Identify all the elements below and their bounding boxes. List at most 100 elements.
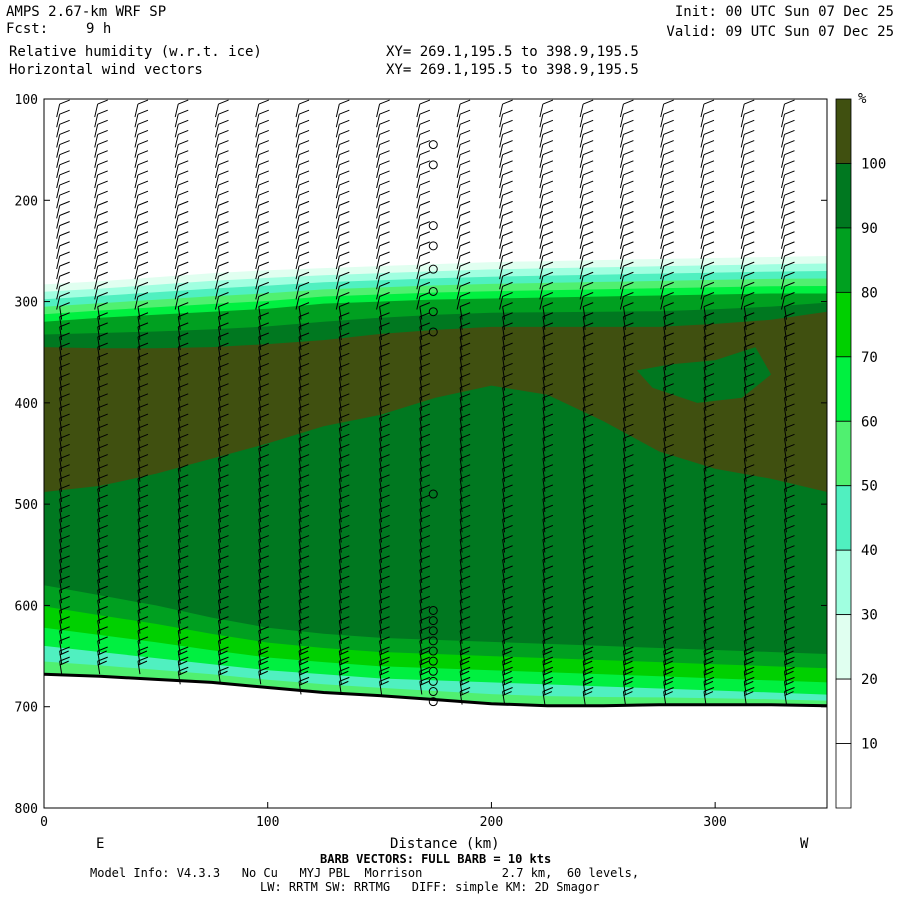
wind-barb xyxy=(582,626,594,644)
wind-barb xyxy=(379,545,390,563)
wind-barb xyxy=(419,514,431,533)
wind-barb xyxy=(743,626,755,644)
wind-barb xyxy=(499,109,513,128)
wind-barb xyxy=(376,221,390,239)
wind-barb xyxy=(743,545,755,563)
wind-barb xyxy=(459,423,471,442)
wind-barb xyxy=(459,312,471,330)
wind-barb xyxy=(542,504,554,523)
wind-barb xyxy=(579,150,594,168)
wind-barb xyxy=(499,251,513,270)
wind-barb xyxy=(338,525,350,543)
wind-barb xyxy=(456,292,471,310)
wind-barb xyxy=(582,474,594,492)
wind-barb xyxy=(419,595,431,614)
wind-barb xyxy=(542,342,554,361)
wind-barb xyxy=(94,180,108,199)
wind-barb xyxy=(258,342,269,361)
rh-band xyxy=(44,645,827,706)
wind-barb xyxy=(258,565,269,584)
wind-barb xyxy=(700,150,715,168)
wind-barb xyxy=(622,504,634,523)
wind-barb xyxy=(258,312,269,330)
wind-barb xyxy=(379,454,390,472)
wind-barb xyxy=(743,535,755,553)
wind-barb xyxy=(542,565,554,584)
wind-barb xyxy=(59,585,70,604)
wind-barb xyxy=(419,585,431,604)
wind-barb xyxy=(660,190,674,209)
wind-barb xyxy=(338,606,350,624)
wind-barb xyxy=(622,413,634,432)
wind-barb xyxy=(258,352,269,371)
wind-barb xyxy=(542,474,554,492)
wind-barb xyxy=(56,190,70,209)
wind-barb xyxy=(663,423,674,442)
wind-barb xyxy=(134,129,149,148)
wind-barb xyxy=(582,383,594,401)
wind-barb xyxy=(379,585,390,604)
wind-barb xyxy=(97,646,108,665)
wind-barb xyxy=(499,292,513,310)
wind-barb xyxy=(499,150,513,168)
wind-barb xyxy=(459,626,471,644)
wind-barb xyxy=(622,474,634,492)
wind-barb xyxy=(582,362,594,381)
wind-barb xyxy=(660,109,674,128)
wind-barb xyxy=(663,484,674,503)
wind-barb xyxy=(663,646,674,665)
wind-barb xyxy=(376,241,390,259)
x-tick-label: 0 xyxy=(40,815,48,830)
wind-barb xyxy=(542,454,554,472)
wind-barb xyxy=(174,109,189,128)
wind-barb xyxy=(743,362,755,381)
wind-barb xyxy=(622,606,634,624)
wind-barb xyxy=(134,109,149,128)
wind-barb xyxy=(255,221,269,239)
wind-barb xyxy=(255,241,269,259)
wind-barb xyxy=(743,595,755,614)
wind-barb xyxy=(700,211,715,229)
wind-barb xyxy=(59,575,70,594)
wind-barb xyxy=(784,636,795,654)
wind-barb xyxy=(379,555,390,573)
wind-barb xyxy=(663,514,674,533)
wind-barb xyxy=(218,636,229,654)
wind-barb xyxy=(59,555,70,573)
wind-barb xyxy=(419,565,431,584)
wind-barb xyxy=(338,646,350,665)
wind-barb xyxy=(781,221,795,239)
init-time: Init: 00 UTC Sun 07 Dec 25 xyxy=(674,4,894,20)
wind-barb xyxy=(619,231,634,249)
wind-barb xyxy=(59,535,70,553)
wind-barb xyxy=(255,281,269,300)
wind-barb xyxy=(97,302,108,320)
wind-barb xyxy=(419,545,431,563)
wind-barb xyxy=(218,454,229,472)
wind-barb xyxy=(703,525,715,543)
wind-barb xyxy=(137,575,149,594)
wind-barb xyxy=(338,595,350,614)
wind-barb xyxy=(174,241,189,259)
wind-barb xyxy=(298,312,310,330)
wind-barb xyxy=(663,413,674,432)
wind-barb xyxy=(298,474,310,492)
calm-wind-marker xyxy=(428,666,438,676)
wind-barb xyxy=(338,616,350,634)
wind-barb xyxy=(743,676,755,695)
wind-barb xyxy=(459,636,471,654)
wind-barb xyxy=(743,352,755,371)
wind-barb xyxy=(703,373,715,391)
wind-barb xyxy=(663,565,674,584)
wind-barb xyxy=(542,525,554,543)
wind-barb xyxy=(579,180,594,199)
wind-barb xyxy=(743,616,755,634)
wind-barb xyxy=(258,383,269,401)
wind-barb xyxy=(59,616,70,634)
wind-barb xyxy=(298,494,310,513)
wind-barb xyxy=(298,606,310,624)
wind-barb xyxy=(174,261,189,280)
wind-barb xyxy=(663,535,674,553)
wind-barb xyxy=(459,676,471,695)
wind-barb xyxy=(59,494,70,513)
